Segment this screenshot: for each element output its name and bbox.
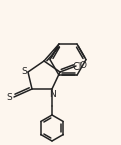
Text: O: O <box>79 61 86 70</box>
Text: Cl: Cl <box>72 62 82 72</box>
Text: S: S <box>6 93 12 102</box>
Text: S: S <box>21 68 27 77</box>
Text: N: N <box>49 90 55 99</box>
